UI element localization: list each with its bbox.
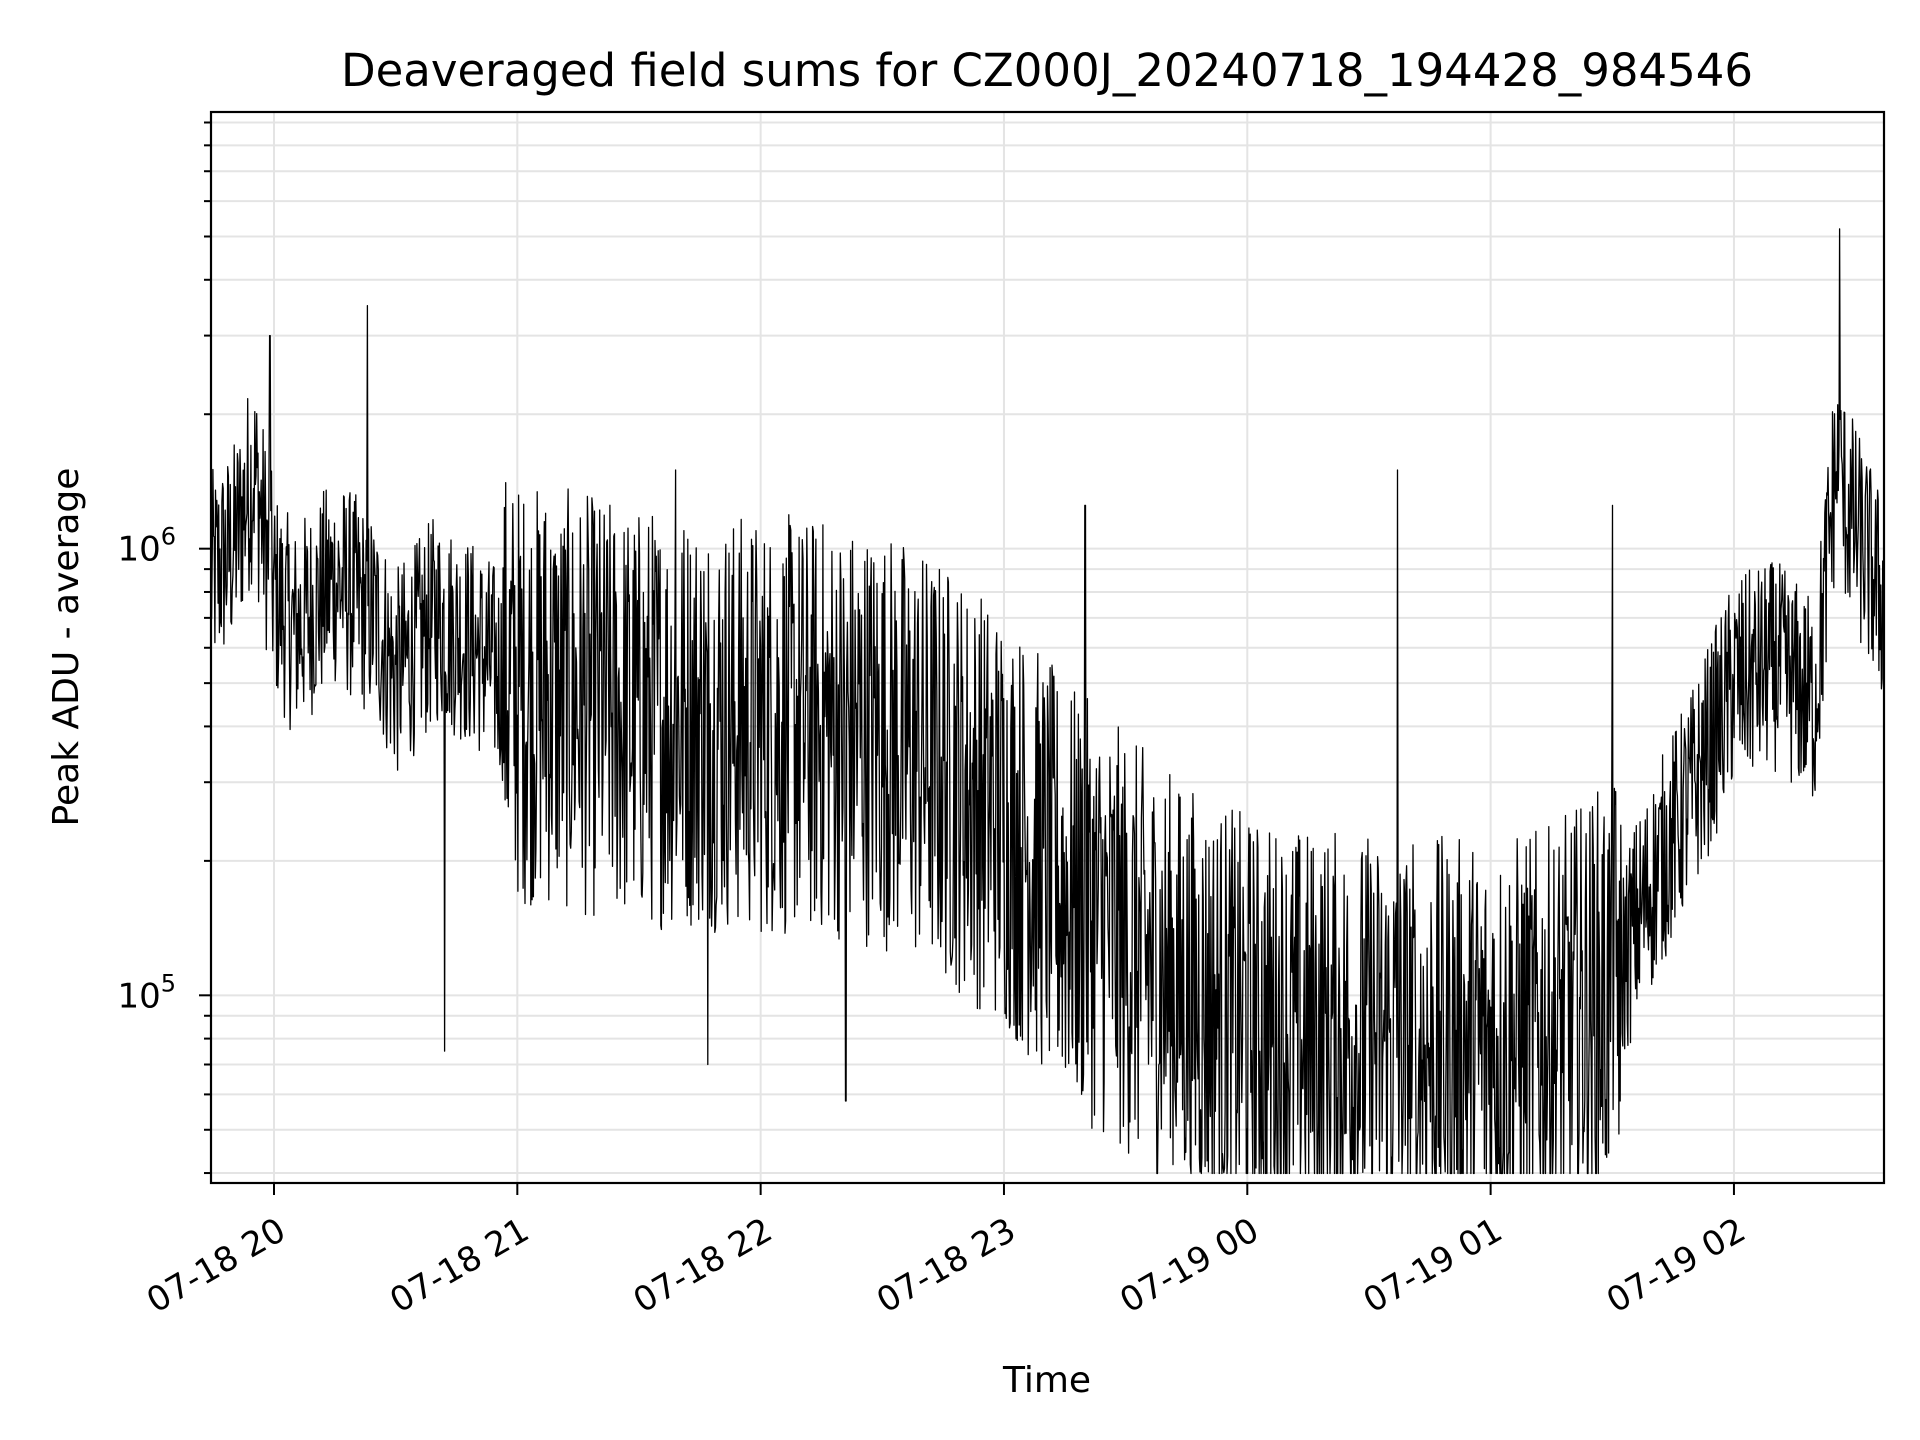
x-axis: 07-18 20 07-18 21 07-18 22 07-18 23 07-19 00… [140,1183,1752,1321]
x-tick-label: 07-18 20 [140,1210,292,1321]
chart-title: Deaveraged field sums for CZ000J_2024071… [341,44,1753,97]
series-line [210,228,1885,1175]
y-axis: 105 106 [117,121,211,1175]
x-tick-label: 07-19 01 [1357,1210,1509,1321]
x-axis-label: Time [1002,1360,1091,1401]
series-layer [210,228,1885,1175]
grid [211,112,1884,1183]
x-tick-label: 07-18 21 [383,1210,535,1321]
y-axis-label: Peak ADU - average [46,468,87,827]
y-tick-label: 105 [117,969,176,1016]
y-tick-label: 106 [117,523,176,570]
x-tick-label: 07-18 22 [627,1210,779,1321]
x-tick-label: 07-18 23 [870,1210,1022,1321]
x-tick-label: 07-19 02 [1600,1210,1752,1321]
x-tick-label: 07-19 00 [1113,1210,1265,1321]
